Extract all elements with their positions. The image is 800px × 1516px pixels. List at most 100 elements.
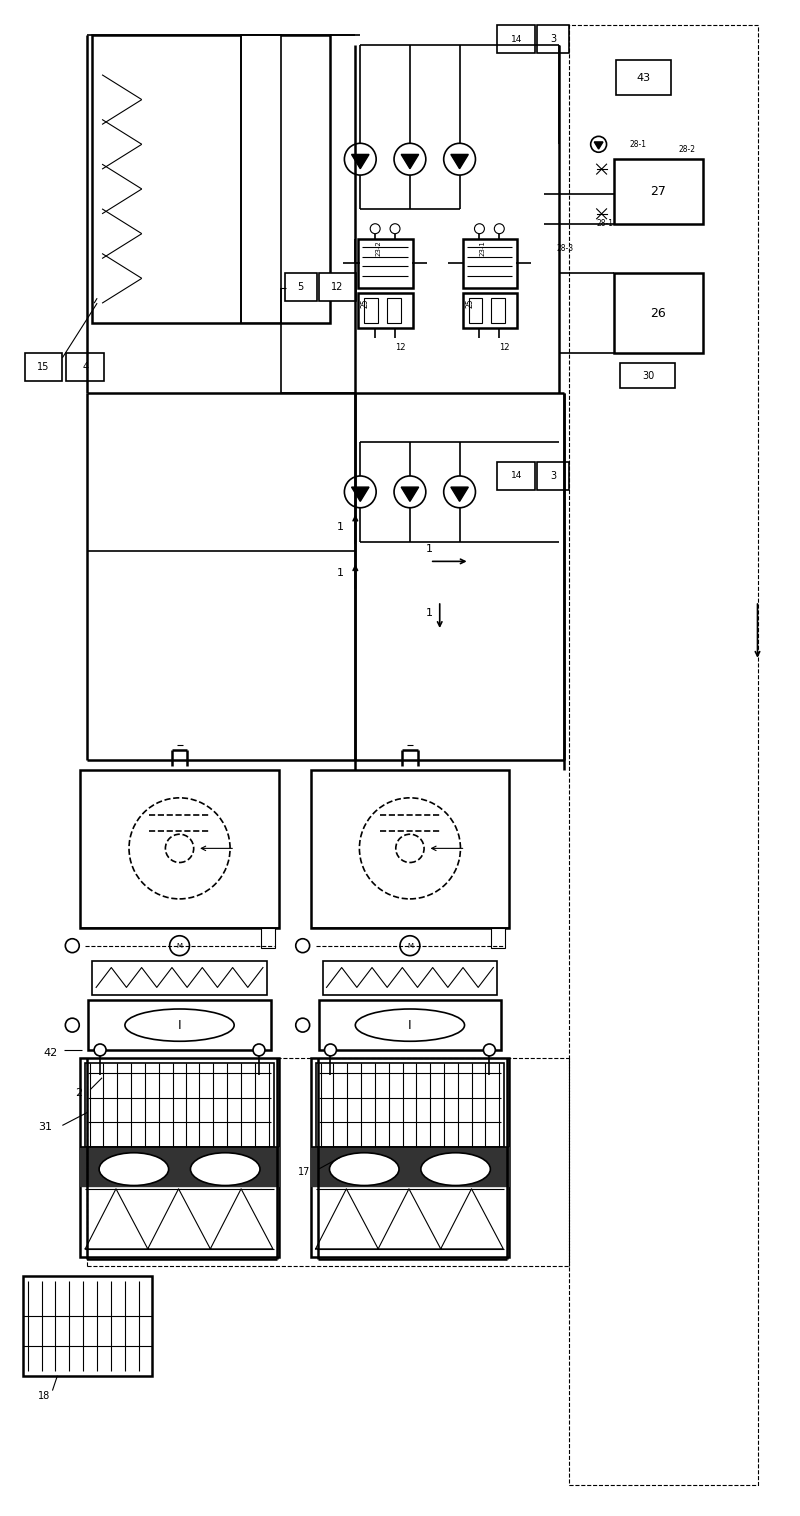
Circle shape xyxy=(483,1045,495,1057)
Text: 18: 18 xyxy=(38,1390,50,1401)
Text: 43: 43 xyxy=(636,73,650,83)
Text: 42: 42 xyxy=(43,1048,58,1058)
Circle shape xyxy=(170,935,190,955)
Bar xyxy=(614,273,703,353)
Circle shape xyxy=(400,935,420,955)
Text: 25: 25 xyxy=(361,299,370,308)
Bar xyxy=(617,59,671,94)
Bar xyxy=(491,299,506,323)
Text: 12: 12 xyxy=(331,282,344,293)
Bar xyxy=(285,273,317,302)
Bar xyxy=(88,1001,271,1051)
Text: 14: 14 xyxy=(510,471,522,481)
Polygon shape xyxy=(80,1148,279,1186)
Text: 1: 1 xyxy=(337,522,344,532)
Bar xyxy=(387,299,401,323)
Circle shape xyxy=(444,476,475,508)
Polygon shape xyxy=(351,155,369,168)
Polygon shape xyxy=(451,155,468,168)
Bar xyxy=(498,462,535,490)
Text: 4: 4 xyxy=(82,362,88,371)
Circle shape xyxy=(394,144,426,174)
Circle shape xyxy=(390,224,400,233)
Polygon shape xyxy=(401,487,418,502)
Bar xyxy=(358,293,413,327)
Text: 3: 3 xyxy=(550,33,556,44)
Bar xyxy=(318,1001,502,1051)
Ellipse shape xyxy=(190,1152,260,1186)
Ellipse shape xyxy=(125,1010,234,1041)
Circle shape xyxy=(444,144,475,174)
Bar xyxy=(318,273,356,302)
Bar xyxy=(364,299,378,323)
Circle shape xyxy=(344,476,376,508)
Circle shape xyxy=(394,476,426,508)
Text: 28-1: 28-1 xyxy=(630,139,647,149)
Bar xyxy=(315,1063,504,1148)
Polygon shape xyxy=(594,143,603,149)
Bar xyxy=(22,1276,152,1375)
Text: 27: 27 xyxy=(650,185,666,199)
Bar xyxy=(498,26,535,53)
Bar xyxy=(86,1063,274,1148)
Ellipse shape xyxy=(355,1010,465,1041)
Bar xyxy=(537,462,569,490)
Text: 12: 12 xyxy=(499,343,510,352)
Text: 3: 3 xyxy=(550,471,556,481)
Circle shape xyxy=(296,1019,310,1032)
Bar xyxy=(462,238,517,288)
Text: 26: 26 xyxy=(650,306,666,320)
Text: 30: 30 xyxy=(642,371,654,381)
Bar xyxy=(537,26,569,53)
Text: I: I xyxy=(408,1019,412,1031)
Text: 15: 15 xyxy=(38,362,50,371)
Circle shape xyxy=(344,144,376,174)
Bar xyxy=(614,159,703,224)
Polygon shape xyxy=(310,1148,510,1186)
Circle shape xyxy=(370,224,380,233)
Text: 28-3: 28-3 xyxy=(557,244,574,253)
Circle shape xyxy=(253,1045,265,1057)
Ellipse shape xyxy=(421,1152,490,1186)
Polygon shape xyxy=(351,487,369,502)
Circle shape xyxy=(166,834,194,863)
Bar xyxy=(469,299,482,323)
Ellipse shape xyxy=(330,1152,399,1186)
Text: 31: 31 xyxy=(38,1122,53,1132)
Text: 28-2: 28-2 xyxy=(678,144,695,153)
Circle shape xyxy=(359,797,461,899)
Polygon shape xyxy=(451,487,468,502)
Text: 23-1: 23-1 xyxy=(479,241,486,256)
Bar xyxy=(92,961,267,996)
Bar xyxy=(92,35,330,323)
Bar xyxy=(491,928,506,948)
Polygon shape xyxy=(401,155,418,168)
Bar xyxy=(261,928,275,948)
Circle shape xyxy=(296,938,310,952)
Circle shape xyxy=(66,938,79,952)
Bar xyxy=(569,26,758,1484)
Circle shape xyxy=(494,224,504,233)
Bar xyxy=(66,353,104,381)
Text: M: M xyxy=(177,943,182,949)
Bar xyxy=(80,770,279,928)
Text: 14: 14 xyxy=(510,35,522,44)
Bar xyxy=(358,238,413,288)
Text: 17: 17 xyxy=(298,1167,310,1176)
Bar xyxy=(621,362,675,388)
Bar xyxy=(310,1058,510,1257)
Circle shape xyxy=(325,1045,337,1057)
Text: 23-2: 23-2 xyxy=(375,241,381,256)
Bar xyxy=(462,293,517,327)
Circle shape xyxy=(94,1045,106,1057)
Ellipse shape xyxy=(99,1152,169,1186)
Bar xyxy=(80,1058,279,1257)
Text: 28-1: 28-1 xyxy=(597,220,614,229)
Bar xyxy=(322,961,498,996)
Bar xyxy=(241,35,281,323)
Text: 2: 2 xyxy=(75,1087,82,1098)
Bar xyxy=(25,353,62,381)
Text: 12: 12 xyxy=(394,343,406,352)
Bar xyxy=(310,770,510,928)
Text: 1: 1 xyxy=(426,544,434,555)
